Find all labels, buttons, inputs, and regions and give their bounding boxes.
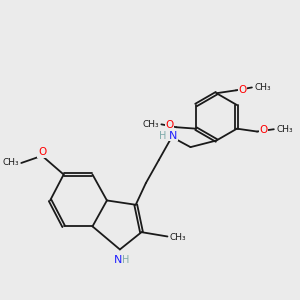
Text: N: N [169,130,177,141]
Text: H: H [121,256,127,265]
Text: CH₃: CH₃ [142,120,159,129]
Text: O: O [166,120,174,130]
Text: CH₃: CH₃ [2,158,19,167]
Text: CH₃: CH₃ [170,233,186,242]
Text: N: N [117,255,124,266]
Text: H: H [159,130,167,141]
Text: H: H [122,255,129,265]
Text: O: O [238,85,247,95]
Text: CH₃: CH₃ [276,125,293,134]
Text: O: O [260,125,268,135]
Text: CH₃: CH₃ [254,83,271,92]
Text: O: O [38,147,46,157]
Text: N: N [114,255,123,265]
